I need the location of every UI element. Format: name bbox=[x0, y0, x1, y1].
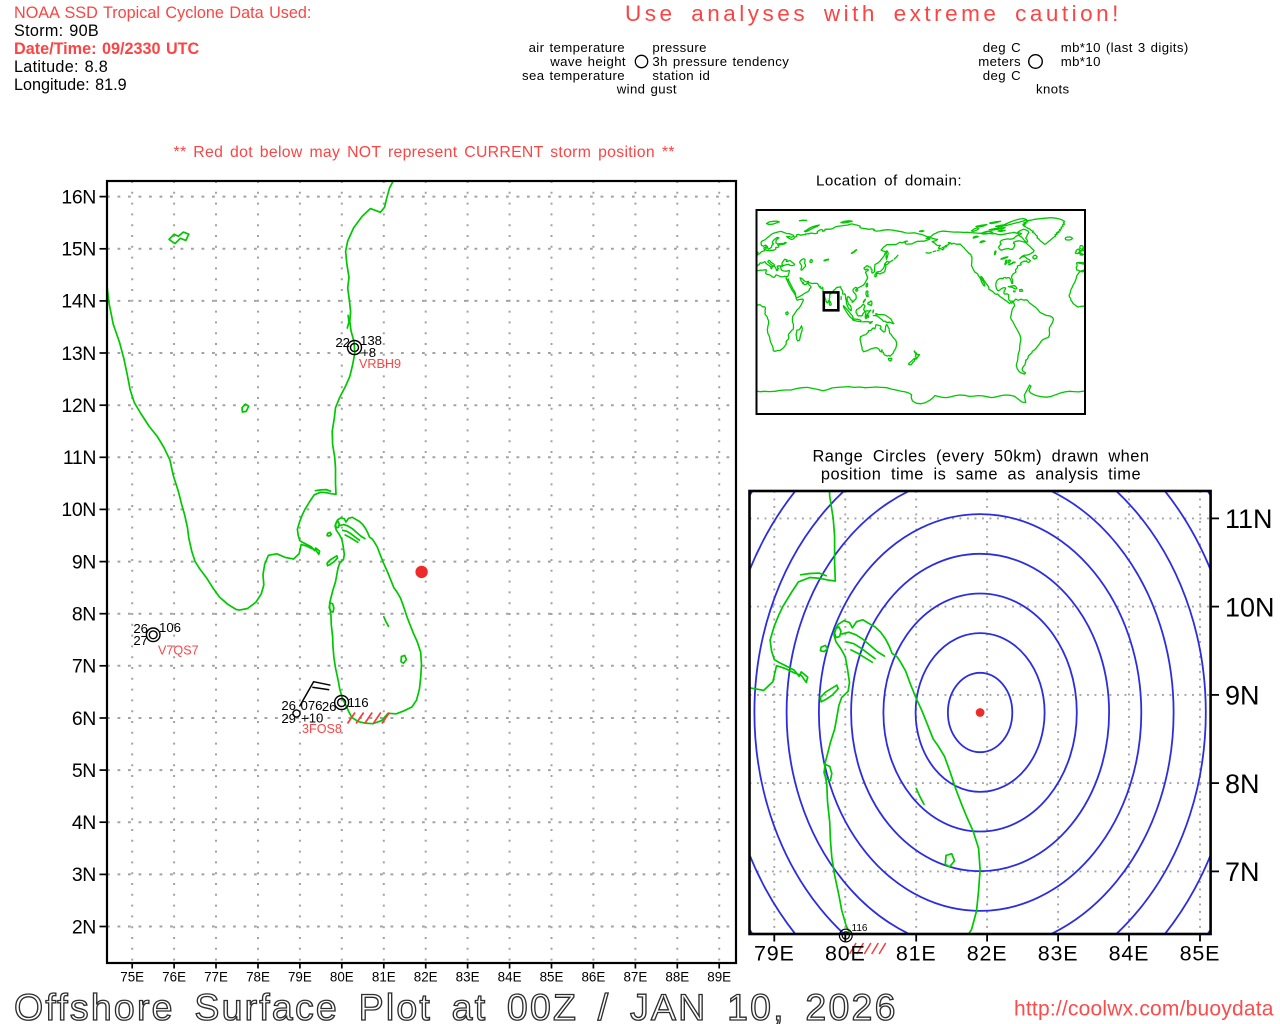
svg-text:deg C: deg C bbox=[983, 40, 1021, 55]
svg-text:wave height: wave height bbox=[549, 54, 626, 69]
svg-text:** Red dot below may NOT repre: ** Red dot below may NOT represent CURRE… bbox=[174, 144, 675, 161]
svg-text:3h pressure tendency: 3h pressure tendency bbox=[652, 54, 789, 69]
svg-text:knots: knots bbox=[1036, 82, 1070, 97]
svg-text:3N: 3N bbox=[72, 864, 96, 886]
svg-text:13N: 13N bbox=[61, 343, 96, 365]
svg-text:11N: 11N bbox=[63, 447, 96, 469]
svg-text:84E: 84E bbox=[498, 970, 522, 985]
svg-text:5N: 5N bbox=[72, 760, 96, 782]
svg-text:138: 138 bbox=[360, 333, 382, 348]
svg-text:Location of domain:: Location of domain: bbox=[816, 173, 962, 190]
svg-text:80E: 80E bbox=[330, 970, 354, 985]
svg-text:pressure: pressure bbox=[652, 40, 707, 55]
svg-text:80E: 80E bbox=[825, 942, 866, 966]
svg-text:076: 076 bbox=[301, 698, 323, 713]
svg-text:mb*10 (last 3 digits): mb*10 (last 3 digits) bbox=[1061, 40, 1189, 55]
svg-text:4N: 4N bbox=[72, 812, 96, 834]
svg-text:81E: 81E bbox=[896, 942, 937, 966]
svg-text:26: 26 bbox=[322, 699, 337, 714]
svg-text:27: 27 bbox=[133, 633, 148, 648]
svg-text:V7QS7: V7QS7 bbox=[158, 644, 199, 658]
svg-text:87E: 87E bbox=[623, 970, 647, 985]
svg-text:12N: 12N bbox=[61, 395, 96, 417]
svg-text:http://coolwx.com/buoydata: http://coolwx.com/buoydata bbox=[1014, 998, 1274, 1021]
svg-text:106: 106 bbox=[159, 620, 181, 635]
svg-text:82E: 82E bbox=[967, 942, 1008, 966]
svg-text:79E: 79E bbox=[754, 942, 795, 966]
svg-text:Longitude: 81.9: Longitude: 81.9 bbox=[14, 76, 127, 94]
svg-text:position time is same as analy: position time is same as analysis time bbox=[821, 466, 1141, 484]
svg-text:7N: 7N bbox=[72, 656, 96, 678]
svg-text:+8: +8 bbox=[361, 345, 376, 360]
svg-text:Range Circles (every 50km) dra: Range Circles (every 50km) drawn when bbox=[812, 448, 1149, 466]
svg-text:81E: 81E bbox=[372, 970, 396, 985]
svg-text:77E: 77E bbox=[204, 970, 228, 985]
svg-text:29: 29 bbox=[281, 711, 296, 726]
svg-text:14N: 14N bbox=[61, 291, 96, 313]
svg-text:11N: 11N bbox=[1225, 504, 1273, 534]
svg-text:79E: 79E bbox=[288, 970, 312, 985]
svg-text:85E: 85E bbox=[1180, 942, 1221, 966]
svg-text:8N: 8N bbox=[72, 604, 96, 626]
svg-text:deg C: deg C bbox=[983, 68, 1021, 83]
svg-text:89E: 89E bbox=[707, 970, 731, 985]
svg-text:8N: 8N bbox=[1225, 769, 1260, 799]
svg-text:wind gust: wind gust bbox=[616, 82, 677, 97]
svg-text:84E: 84E bbox=[1109, 942, 1150, 966]
svg-text:82E: 82E bbox=[414, 970, 438, 985]
svg-text:sea temperature: sea temperature bbox=[522, 68, 625, 83]
svg-text:78E: 78E bbox=[246, 970, 270, 985]
svg-text:88E: 88E bbox=[665, 970, 689, 985]
svg-text:83E: 83E bbox=[1038, 942, 1079, 966]
svg-text:VRBH9: VRBH9 bbox=[359, 357, 401, 371]
svg-text:Storm: 90B: Storm: 90B bbox=[14, 22, 99, 40]
svg-text:75E: 75E bbox=[120, 970, 144, 985]
svg-text:2N: 2N bbox=[72, 916, 96, 938]
svg-text:station id: station id bbox=[652, 68, 710, 83]
svg-text:16N: 16N bbox=[61, 186, 96, 208]
svg-text:26: 26 bbox=[133, 621, 148, 636]
svg-text:Date/Time: 09/2330 UTC: Date/Time: 09/2330 UTC bbox=[14, 40, 200, 58]
svg-text:mb*10: mb*10 bbox=[1061, 54, 1101, 69]
svg-text:83E: 83E bbox=[456, 970, 480, 985]
svg-text:7N: 7N bbox=[1225, 857, 1260, 887]
svg-text:76E: 76E bbox=[162, 970, 186, 985]
svg-text:116: 116 bbox=[348, 695, 369, 710]
svg-text:22: 22 bbox=[335, 335, 350, 350]
svg-text:116: 116 bbox=[852, 923, 868, 934]
svg-text:+10: +10 bbox=[301, 711, 323, 726]
svg-text:3FOS8: 3FOS8 bbox=[302, 722, 342, 736]
svg-text:10N: 10N bbox=[61, 499, 96, 521]
svg-text:26: 26 bbox=[281, 698, 296, 713]
svg-text:15N: 15N bbox=[61, 239, 96, 261]
svg-text:6N: 6N bbox=[72, 708, 96, 730]
svg-text:NOAA SSD Tropical Cyclone Data: NOAA SSD Tropical Cyclone Data Used: bbox=[14, 4, 311, 22]
svg-text:meters: meters bbox=[978, 54, 1021, 69]
svg-text:85E: 85E bbox=[540, 970, 564, 985]
svg-text:86E: 86E bbox=[581, 970, 605, 985]
svg-text:9N: 9N bbox=[72, 551, 96, 573]
svg-text:Use analyses with extreme caut: Use analyses with extreme caution! bbox=[625, 1, 1122, 26]
svg-text:air temperature: air temperature bbox=[529, 40, 625, 55]
svg-text:Latitude: 8.8: Latitude: 8.8 bbox=[14, 58, 108, 76]
svg-text:10N: 10N bbox=[1225, 592, 1275, 622]
svg-text:Offshore Surface Plot at 00Z /: Offshore Surface Plot at 00Z / JAN 10, 2… bbox=[14, 986, 898, 1024]
svg-text:9N: 9N bbox=[1225, 681, 1260, 711]
